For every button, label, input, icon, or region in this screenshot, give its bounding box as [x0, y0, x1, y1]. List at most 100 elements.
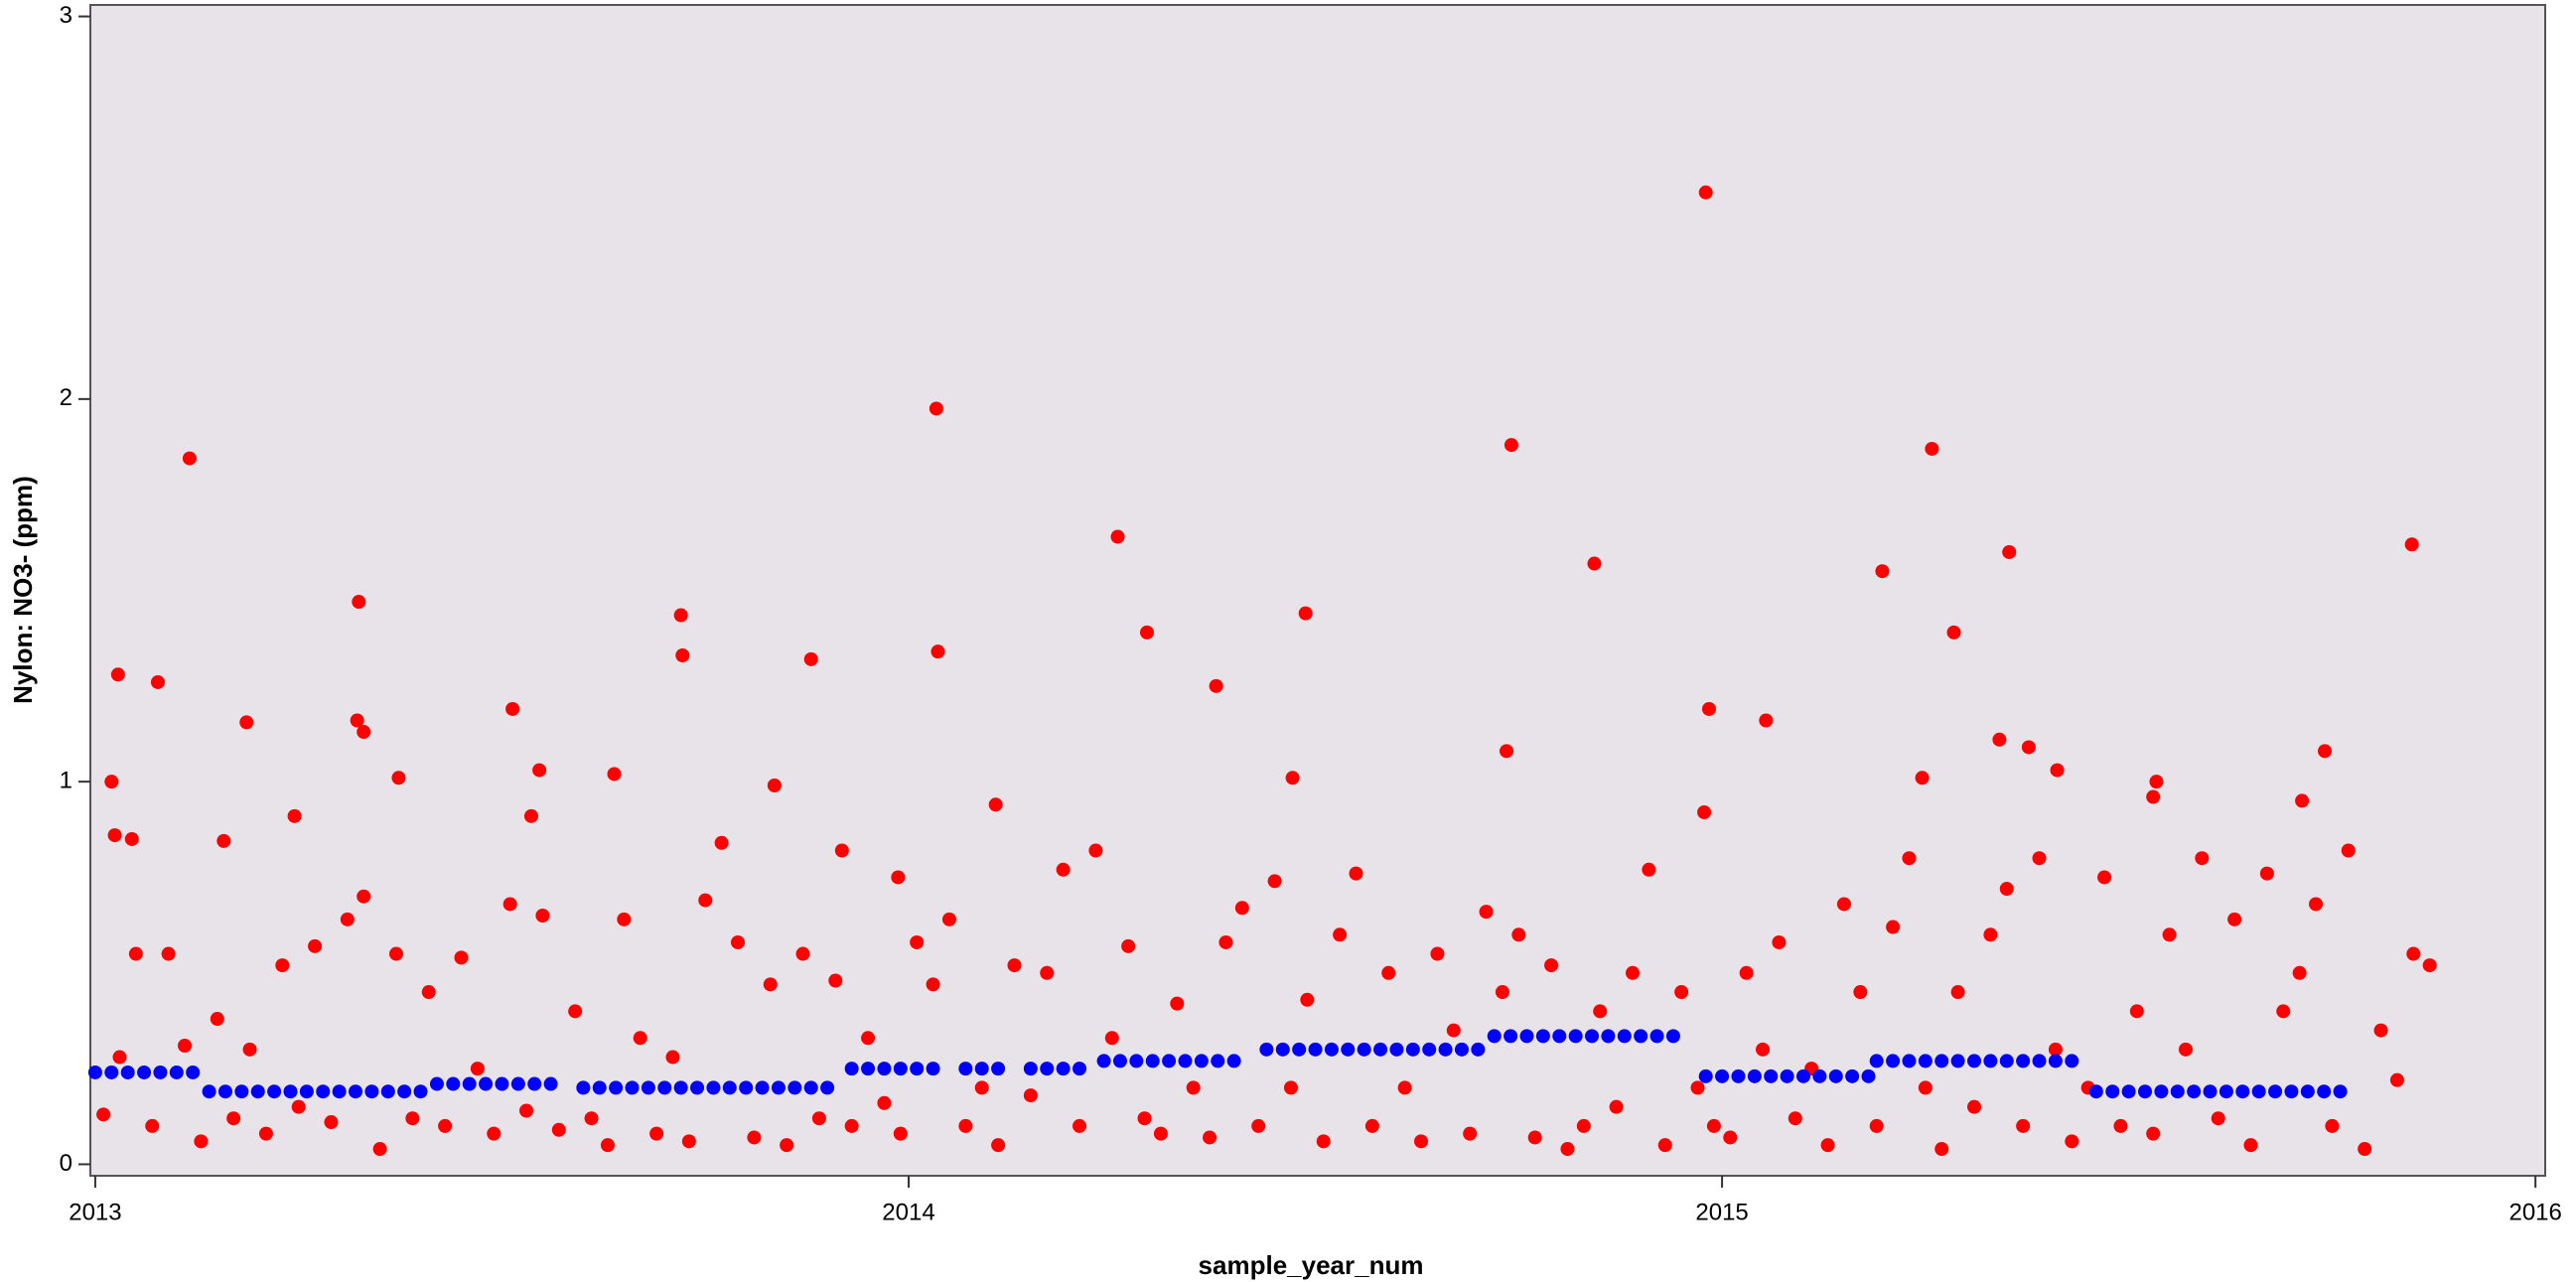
point — [2016, 1054, 2031, 1068]
point — [767, 779, 782, 792]
point — [592, 1080, 607, 1095]
point — [1292, 1042, 1307, 1057]
point — [1178, 1054, 1193, 1068]
point — [1795, 1068, 1810, 1083]
point — [1381, 965, 1396, 980]
point — [532, 763, 547, 778]
point — [1853, 985, 1868, 1000]
point — [1617, 1029, 1632, 1044]
point — [2284, 1084, 2299, 1099]
point — [137, 1065, 152, 1079]
point — [649, 1126, 664, 1141]
point — [1674, 985, 1689, 1000]
point — [706, 1080, 721, 1095]
point — [364, 1084, 379, 1099]
point — [657, 1080, 672, 1095]
point — [1463, 1126, 1478, 1141]
point — [1471, 1042, 1486, 1057]
point — [2113, 1118, 2128, 1133]
point — [1023, 1088, 1038, 1103]
point — [1812, 1068, 1827, 1083]
point — [182, 451, 197, 466]
point — [891, 870, 906, 885]
point — [169, 1065, 184, 1079]
point — [958, 1062, 973, 1076]
point — [1364, 1118, 1379, 1133]
point — [1649, 1029, 1664, 1044]
point — [2146, 789, 2161, 804]
point — [1902, 1054, 1917, 1068]
point — [2065, 1134, 2079, 1149]
point — [1992, 732, 2007, 747]
y-tick-label: 0 — [60, 1150, 72, 1177]
point — [722, 1080, 737, 1095]
point — [698, 893, 713, 908]
point — [1414, 1134, 1429, 1149]
y-tick-label: 2 — [60, 384, 72, 411]
point — [1950, 985, 1965, 1000]
point — [755, 1080, 770, 1095]
point — [2097, 870, 2112, 885]
point — [2178, 1042, 2193, 1057]
point — [1634, 1029, 1648, 1044]
point — [357, 725, 371, 740]
point — [239, 715, 254, 730]
point — [104, 775, 119, 789]
point — [1609, 1099, 1624, 1114]
point — [242, 1042, 257, 1057]
x-tick-label: 2015 — [1695, 1199, 1748, 1225]
point — [1701, 701, 1716, 716]
point — [2187, 1084, 2202, 1099]
point — [2218, 1084, 2233, 1099]
point — [283, 1084, 298, 1099]
point — [372, 1142, 387, 1157]
point — [1967, 1099, 1982, 1114]
point — [110, 667, 125, 682]
point — [216, 833, 231, 848]
point — [1285, 771, 1300, 785]
point — [2203, 1084, 2218, 1099]
point — [1886, 1054, 1901, 1068]
point — [267, 1084, 282, 1099]
point — [107, 828, 122, 843]
point — [861, 1062, 876, 1076]
point — [1283, 1080, 1298, 1095]
point — [226, 1111, 241, 1126]
point — [1918, 1080, 1932, 1095]
point — [153, 1065, 168, 1079]
point — [1999, 1054, 2014, 1068]
point — [438, 1118, 453, 1133]
point — [1869, 1054, 1884, 1068]
point — [617, 912, 632, 926]
point — [974, 1062, 989, 1076]
point — [1211, 1054, 1225, 1068]
point — [2016, 1118, 2031, 1133]
point — [1324, 1042, 1339, 1057]
point — [1298, 606, 1313, 621]
point — [820, 1080, 835, 1095]
point — [1153, 1126, 1168, 1141]
point — [926, 1062, 940, 1076]
point — [2088, 1084, 2103, 1099]
point — [1040, 965, 1055, 980]
point — [771, 1080, 786, 1095]
point — [1915, 771, 1930, 785]
point — [1925, 441, 1939, 456]
point — [787, 1080, 802, 1095]
point — [210, 1012, 224, 1027]
point — [1275, 1042, 1290, 1057]
point — [1194, 1054, 1209, 1068]
point — [350, 713, 364, 728]
point — [421, 985, 436, 1000]
point — [1073, 1062, 1087, 1076]
point — [1820, 1138, 1835, 1153]
point — [287, 808, 302, 823]
point — [1500, 744, 1514, 759]
point — [1341, 1042, 1356, 1057]
point — [1422, 1042, 1437, 1057]
point — [275, 958, 290, 973]
point — [1129, 1054, 1144, 1068]
point — [217, 1084, 232, 1099]
point — [1088, 843, 1103, 858]
